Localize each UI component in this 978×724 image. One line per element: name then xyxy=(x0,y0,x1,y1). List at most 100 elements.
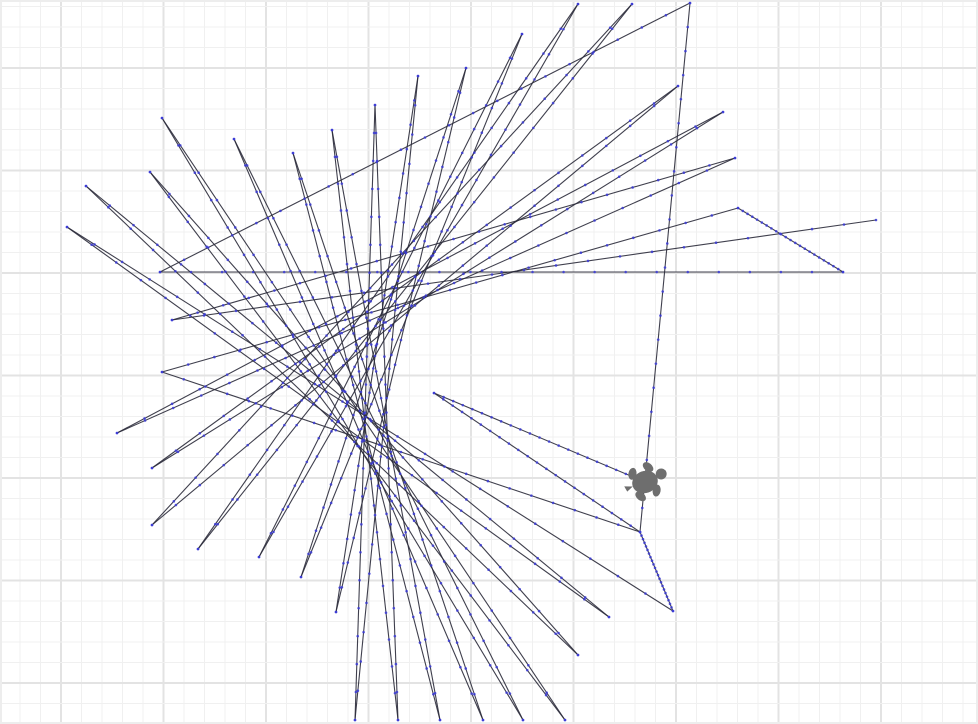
path-dot xyxy=(318,384,321,387)
path-dot xyxy=(226,226,229,229)
path-dot xyxy=(280,345,284,348)
path-dot xyxy=(694,125,697,128)
path-dot xyxy=(537,609,541,613)
path-dot xyxy=(644,545,648,548)
path-dot xyxy=(233,226,237,229)
path-dot xyxy=(370,543,374,546)
path-dot xyxy=(452,116,456,119)
path-dot xyxy=(547,440,551,443)
path-dot xyxy=(269,531,273,535)
path-dot xyxy=(401,252,404,256)
path-dot xyxy=(315,399,318,402)
path-dot xyxy=(655,270,659,274)
path-dot xyxy=(669,143,673,146)
path-dot xyxy=(649,555,652,559)
path-dot xyxy=(334,375,338,378)
path-dot xyxy=(661,584,664,588)
path-dot xyxy=(428,665,432,668)
path-dot xyxy=(380,378,383,381)
path-dot xyxy=(412,99,416,102)
path-dot xyxy=(383,293,386,297)
path-dot xyxy=(318,345,321,348)
path-dot xyxy=(681,73,685,77)
path-dot xyxy=(536,556,539,560)
path-dot xyxy=(506,504,510,508)
path-dot xyxy=(442,525,446,529)
path-dot xyxy=(671,609,675,613)
path-dot xyxy=(243,295,246,298)
path-dot xyxy=(405,147,409,151)
path-dot xyxy=(305,460,309,464)
path-dot xyxy=(480,131,484,135)
path-dot xyxy=(489,153,493,157)
path-dot xyxy=(488,517,492,521)
path-dot xyxy=(647,434,651,438)
path-dot xyxy=(314,529,318,533)
path-dot xyxy=(367,299,370,302)
path-dot xyxy=(327,185,330,188)
path-dot xyxy=(322,506,325,509)
path-dot xyxy=(334,349,338,353)
path-dot xyxy=(352,324,355,328)
path-dot xyxy=(358,511,361,515)
path-dot xyxy=(299,575,303,579)
path-dot xyxy=(426,245,430,248)
path-dot xyxy=(645,458,649,462)
path-dot xyxy=(583,597,586,601)
path-dot xyxy=(275,308,279,311)
path-dot xyxy=(501,273,504,277)
path-dot xyxy=(426,282,430,285)
path-dot xyxy=(509,424,513,427)
path-dot xyxy=(337,460,340,463)
path-dot xyxy=(344,404,348,408)
path-dot xyxy=(460,151,464,155)
path-dot xyxy=(377,443,381,447)
path-dot xyxy=(347,310,350,314)
path-dot xyxy=(435,491,438,495)
path-dot xyxy=(490,126,493,130)
path-dot xyxy=(409,557,412,561)
path-dot xyxy=(244,164,247,167)
path-dot xyxy=(354,349,358,353)
path-dot xyxy=(176,450,180,454)
path-dot xyxy=(450,205,453,209)
path-dot xyxy=(440,230,443,233)
path-dot xyxy=(295,423,298,427)
path-dot xyxy=(522,268,526,272)
path-dot xyxy=(209,198,213,202)
path-dot xyxy=(582,492,586,496)
path-dot xyxy=(447,615,450,619)
path-dot xyxy=(391,578,395,582)
path-dot xyxy=(607,615,611,619)
path-dot xyxy=(175,295,179,299)
path-dot xyxy=(170,318,174,322)
path-dot xyxy=(329,413,333,416)
path-dot xyxy=(614,468,618,472)
path-dot xyxy=(399,250,403,253)
path-dot xyxy=(393,299,397,303)
path-dot xyxy=(477,168,481,172)
path-dot xyxy=(808,250,811,253)
path-dot xyxy=(174,269,177,273)
path-dot xyxy=(241,333,244,337)
path-dot xyxy=(475,178,478,182)
path-dot xyxy=(439,581,443,585)
path-dot xyxy=(424,294,428,297)
path-dot xyxy=(404,530,407,534)
path-dot xyxy=(646,548,649,552)
path-dot xyxy=(448,175,452,178)
path-dot xyxy=(381,299,384,302)
path-dot xyxy=(364,383,368,386)
path-dot xyxy=(661,290,665,293)
path-dot xyxy=(349,513,353,516)
path-dot xyxy=(356,634,360,638)
path-dot xyxy=(544,75,547,78)
path-dot xyxy=(628,124,632,128)
path-dot xyxy=(384,321,387,324)
path-dot xyxy=(299,369,303,373)
path-dot xyxy=(93,243,96,246)
path-dot xyxy=(370,215,373,219)
path-dot xyxy=(308,203,312,206)
